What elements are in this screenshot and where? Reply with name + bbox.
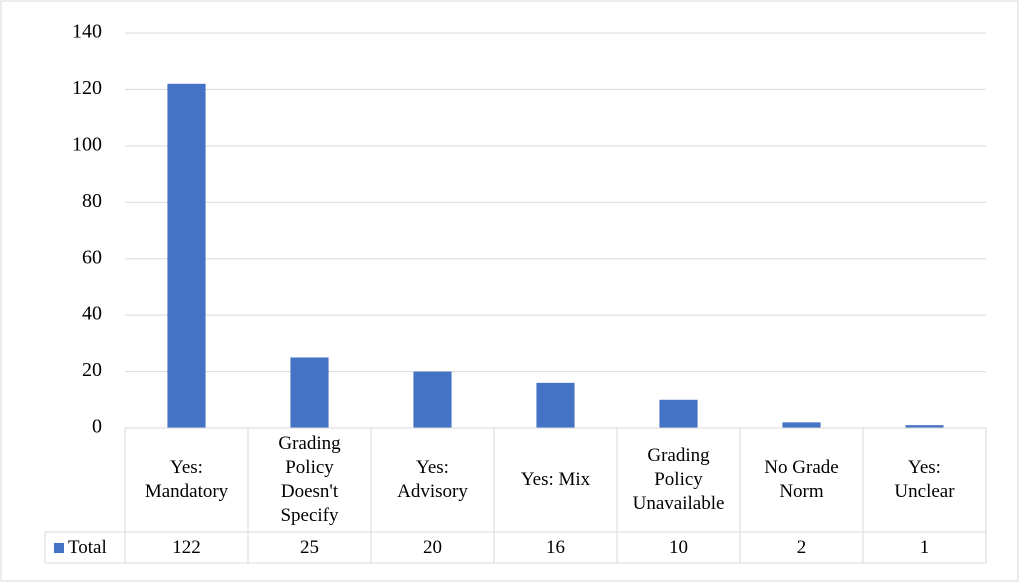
category-label: No Grade Norm (764, 457, 839, 502)
y-tick-label: 120 (72, 77, 102, 99)
bar (167, 83, 206, 429)
bar (659, 399, 698, 428)
category-label: Yes: Advisory (397, 457, 468, 502)
category-label: Yes: Mandatory (144, 457, 229, 502)
table-value: 122 (172, 536, 201, 558)
category-label: Grading Policy Doesn't Specify (278, 433, 341, 526)
bar (536, 382, 575, 428)
bar (413, 371, 452, 428)
bar (782, 422, 821, 428)
table-value: 16 (546, 536, 565, 558)
table-value: 2 (796, 536, 807, 558)
category-label: Yes: Unclear (894, 457, 955, 502)
y-tick-label: 20 (82, 359, 102, 381)
table-value: 10 (669, 536, 688, 558)
y-tick-label: 60 (82, 246, 102, 268)
y-tick-label: 140 (72, 21, 102, 43)
y-tick-label: 0 (92, 416, 102, 438)
y-tick-label: 40 (82, 303, 102, 325)
bar (290, 357, 329, 428)
legend-swatch (54, 543, 64, 553)
table-value: 1 (919, 536, 930, 558)
table-value: 20 (423, 536, 442, 558)
legend-label: Total (68, 536, 107, 558)
category-label: Grading Policy Unavailable (632, 445, 725, 514)
table-value: 25 (300, 536, 319, 558)
y-tick-label: 80 (82, 190, 102, 212)
y-tick-label: 100 (72, 133, 102, 155)
category-label: Yes: Mix (520, 469, 591, 490)
bar (905, 425, 944, 428)
